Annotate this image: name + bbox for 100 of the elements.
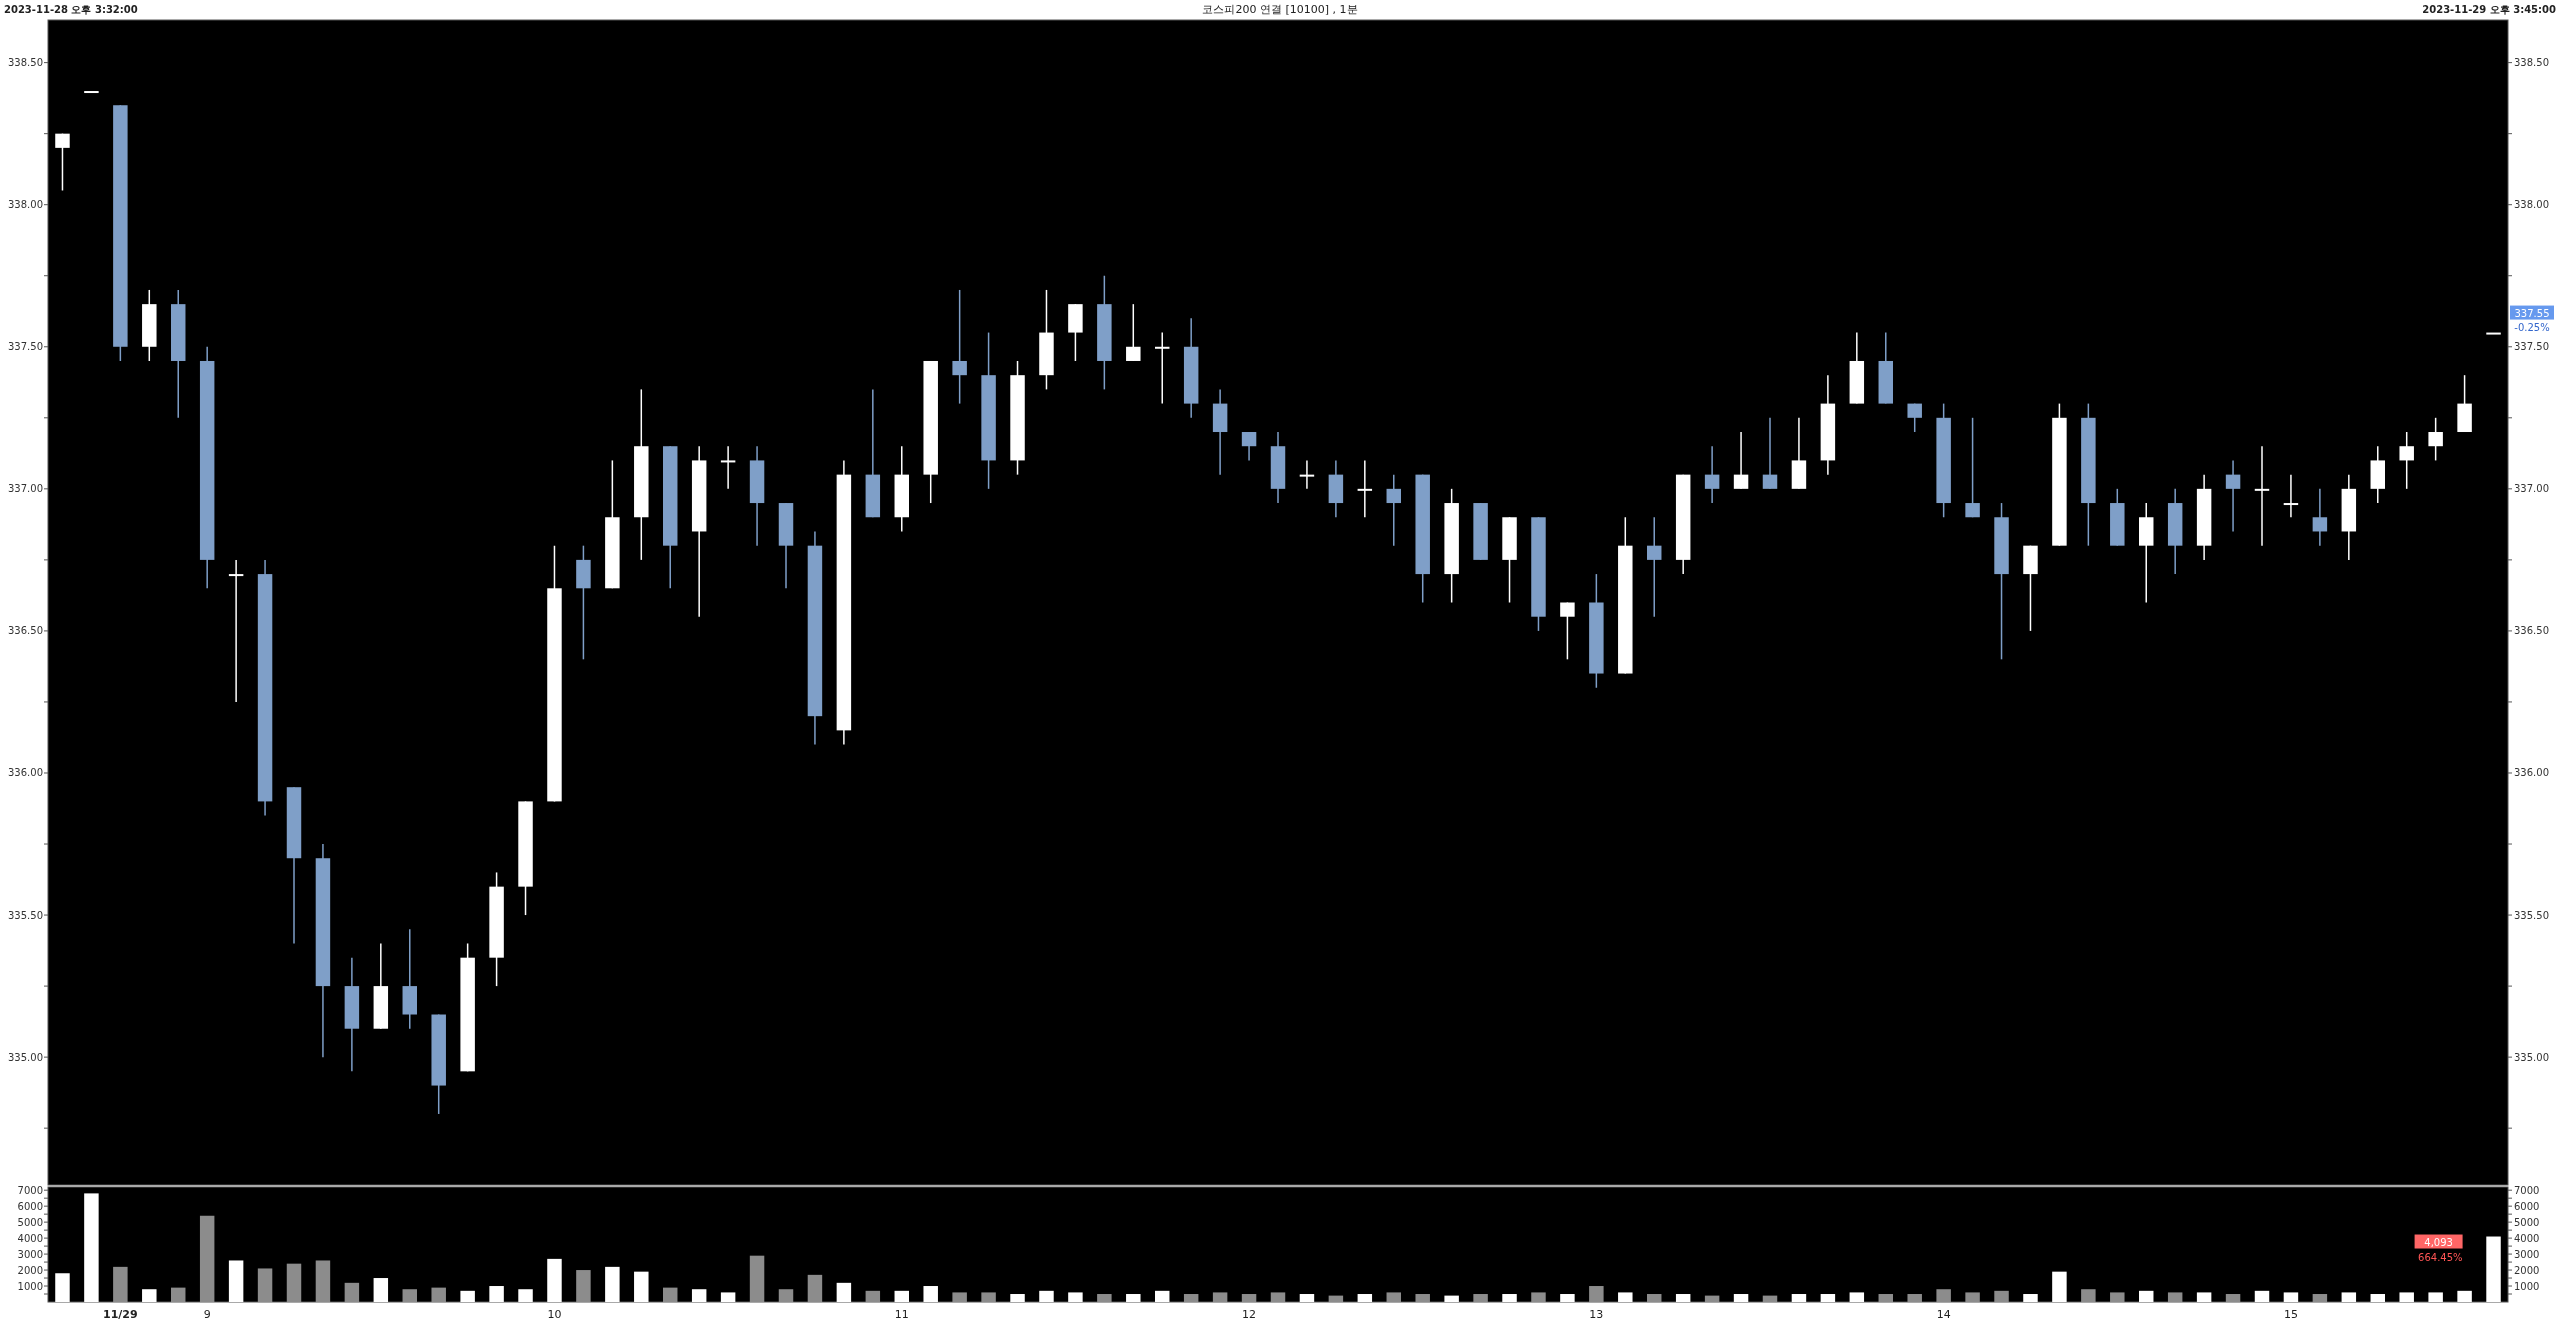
- y-tick-label: 335.00: [8, 1051, 43, 1063]
- bar: [1647, 1294, 1662, 1302]
- candlestick: [2399, 431, 2414, 490]
- y2-tick-label: 336.50: [2514, 625, 2549, 637]
- chart-title: 코스피200 연결 [10100] , 1분: [1202, 3, 1358, 16]
- bar: [1762, 1295, 1778, 1302]
- bar: [1039, 1290, 1054, 1302]
- bar: [2081, 1289, 2096, 1302]
- candlestick: [1299, 459, 1315, 490]
- candlestick: [1560, 601, 1575, 661]
- bar: [952, 1292, 967, 1302]
- bar: [2341, 1292, 2357, 1302]
- bar: [807, 1274, 823, 1302]
- y-tick-label: 2000: [17, 1264, 43, 1276]
- y-tick-label: 6000: [17, 1200, 43, 1212]
- y-tick-label: 5000: [17, 1216, 43, 1228]
- y2-tick-label: 337.50: [2514, 341, 2549, 353]
- candlestick: [1155, 331, 1170, 405]
- annotation: 664.45%: [2418, 1251, 2463, 1263]
- y2-tick-label: 2000: [2514, 1264, 2540, 1276]
- bar: [171, 1287, 186, 1302]
- x-tick-label: 14: [1936, 1308, 1951, 1321]
- candlestick: [1241, 431, 1257, 462]
- bar: [1444, 1295, 1459, 1302]
- candlestick: [55, 132, 70, 192]
- y2-tick-label: 335.50: [2514, 909, 2549, 921]
- bar: [1415, 1294, 1430, 1302]
- bar: [778, 1289, 794, 1302]
- bar: [2283, 1292, 2299, 1302]
- y2-tick-label: 336.00: [2514, 767, 2549, 779]
- bar: [1849, 1292, 1865, 1302]
- y-tick-label: 338.00: [8, 199, 43, 211]
- x-tick-label: 12: [1242, 1308, 1257, 1321]
- text: 2023-11-29 오후 3:45:00: [2422, 4, 2557, 15]
- bar: [113, 1266, 128, 1302]
- bar: [1183, 1294, 1199, 1302]
- y-tick-label: 337.50: [8, 341, 43, 353]
- bar: [1531, 1292, 1546, 1302]
- y2-tick-label: 7000: [2514, 1184, 2540, 1196]
- y-tick-label: 338.50: [8, 57, 43, 69]
- y-tick-label: 1000: [17, 1280, 43, 1292]
- y2-tick-label: 337.00: [2514, 483, 2549, 495]
- y-tick-label: 335.50: [8, 909, 43, 921]
- bar: [2139, 1290, 2154, 1302]
- candlestick: [1357, 459, 1373, 519]
- x-tick-label: 11: [894, 1308, 909, 1321]
- bar: [547, 1258, 562, 1303]
- bar: [1155, 1290, 1170, 1302]
- bar: [1502, 1294, 1517, 1302]
- bar: [228, 1260, 244, 1302]
- bar: [2023, 1294, 2038, 1302]
- bar: [84, 1193, 99, 1302]
- bar: [1212, 1292, 1228, 1302]
- bar: [2052, 1271, 2067, 1302]
- bar: [1386, 1292, 1401, 1302]
- bar: [1791, 1294, 1807, 1302]
- candlestick: [1386, 473, 1401, 547]
- y2-tick-label: 3000: [2514, 1248, 2540, 1260]
- annotation: 4,093: [2424, 1236, 2453, 1248]
- bar: [749, 1255, 765, 1302]
- y2-tick-label: 335.00: [2514, 1051, 2549, 1063]
- bar: [894, 1290, 909, 1302]
- y2-tick-label: 4000: [2514, 1232, 2540, 1244]
- bar: [489, 1286, 504, 1302]
- candlestick: [2428, 417, 2443, 462]
- bar: [923, 1286, 938, 1302]
- y-tick-label: 7000: [17, 1184, 43, 1196]
- candlestick: [1965, 417, 1980, 519]
- bar: [1126, 1294, 1141, 1302]
- text: -0.25%: [2514, 321, 2550, 333]
- bar: [2167, 1292, 2183, 1302]
- y2-tick-label: 338.50: [2514, 57, 2549, 69]
- y2-tick-label: 338.00: [2514, 199, 2549, 211]
- bar: [1618, 1292, 1633, 1302]
- bar: [373, 1278, 389, 1302]
- candlestick: [2254, 445, 2270, 547]
- bar: [1068, 1292, 1083, 1302]
- bar: [1270, 1292, 1286, 1302]
- bar: [663, 1287, 678, 1302]
- bar: [1936, 1289, 1951, 1302]
- candlestick: [952, 289, 967, 405]
- bar: [576, 1270, 591, 1302]
- candlestick: [1647, 516, 1662, 618]
- bar: [2254, 1290, 2270, 1302]
- text: 2023-11-28 오후 3:32:00: [4, 4, 138, 15]
- y2-tick-label: 5000: [2514, 1216, 2540, 1228]
- y-tick-label: 4000: [17, 1232, 43, 1244]
- bar: [2399, 1292, 2414, 1302]
- bar: [402, 1289, 417, 1302]
- x-tick-label: 15: [2283, 1308, 2298, 1321]
- candlestick: [1704, 445, 1720, 504]
- bar: [431, 1287, 446, 1302]
- y-tick-label: 336.50: [8, 625, 43, 637]
- bar: [1704, 1295, 1720, 1302]
- bar: [1878, 1294, 1893, 1302]
- bar: [142, 1289, 157, 1302]
- bar: [2196, 1292, 2212, 1302]
- bar: [2370, 1294, 2385, 1302]
- text: 337.55: [2514, 307, 2550, 319]
- y2-tick-label: 1000: [2514, 1280, 2540, 1292]
